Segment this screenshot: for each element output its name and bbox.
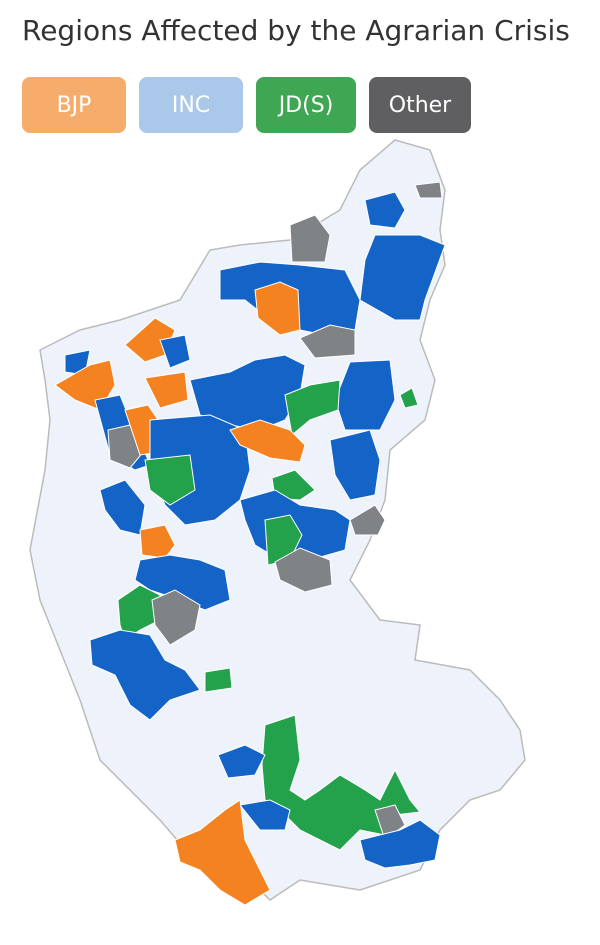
legend-item[interactable]: BJP — [22, 77, 126, 133]
legend-item[interactable]: INC — [139, 77, 243, 133]
title: Regions Affected by the Agrarian Crisis — [22, 14, 570, 47]
legend-item[interactable]: Other — [369, 77, 471, 133]
legend-item[interactable]: JD(S) — [256, 77, 356, 133]
districts — [54, 181, 446, 906]
legend: BJP INC JD(S) Other — [22, 77, 471, 133]
